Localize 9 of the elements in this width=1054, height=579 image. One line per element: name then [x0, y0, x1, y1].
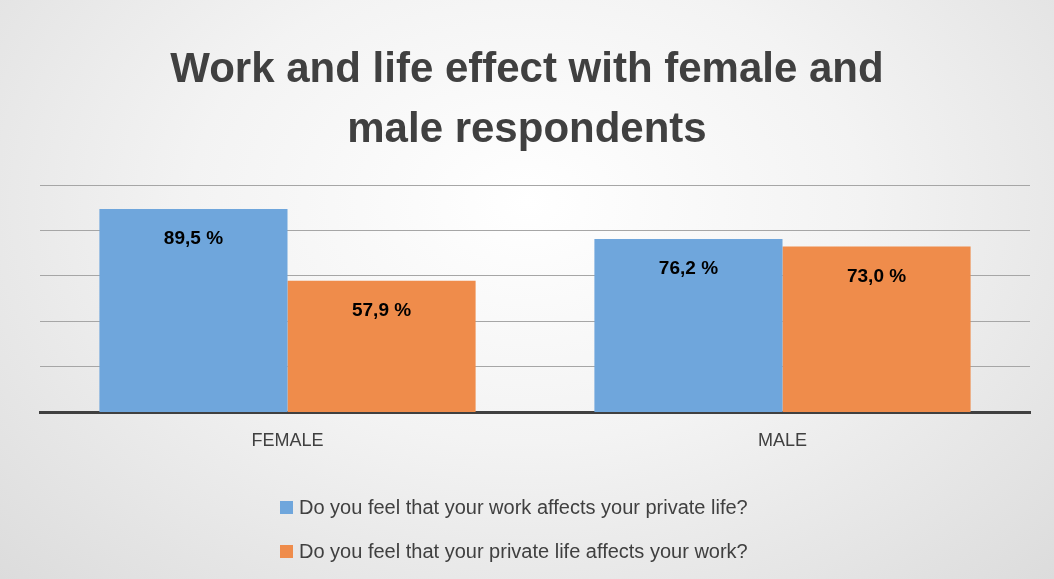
- legend-label: Do you feel that your private life affects your work?: [299, 539, 748, 563]
- data-label: 57,9 %: [351, 298, 412, 320]
- data-label: 73,0 %: [846, 264, 907, 286]
- x-tick-label: FEMALE: [251, 430, 324, 451]
- x-tick-label: MALE: [757, 430, 808, 451]
- data-label: 76,2 %: [658, 257, 719, 279]
- chart-title: Work and life effect with female and male respondents: [169, 43, 885, 153]
- data-label: 89,5 %: [163, 227, 224, 249]
- legend-label: Do you feel that your work affects your private life?: [299, 495, 748, 519]
